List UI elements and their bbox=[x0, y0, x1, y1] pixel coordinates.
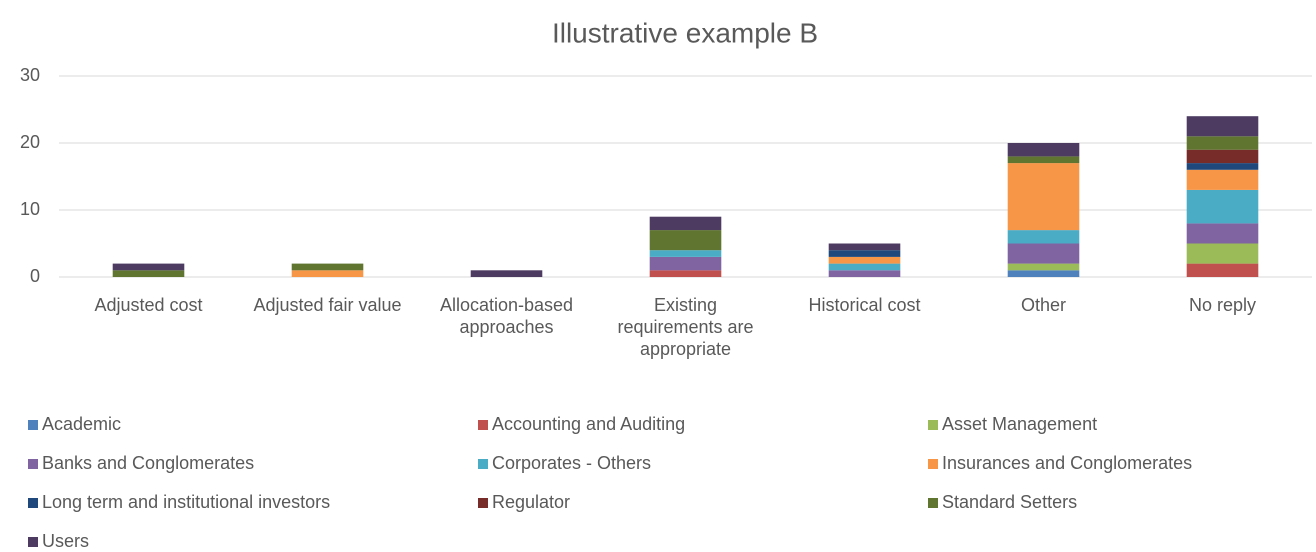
legend-label: Asset Management bbox=[942, 414, 1097, 434]
legend-label: Academic bbox=[42, 414, 121, 434]
legend-label: Users bbox=[42, 531, 89, 551]
legend-swatch bbox=[28, 459, 38, 469]
legend-swatch bbox=[28, 498, 38, 508]
bar-segment bbox=[1186, 189, 1259, 224]
bar-segment bbox=[1007, 143, 1080, 157]
bar-segment bbox=[112, 270, 185, 277]
bar-segment bbox=[291, 270, 364, 277]
legend-swatch bbox=[28, 420, 38, 430]
bar-segment bbox=[291, 263, 364, 271]
bar-segment bbox=[649, 250, 722, 257]
bar-segment bbox=[649, 256, 722, 271]
bar-segment bbox=[1186, 263, 1259, 277]
bar-segment bbox=[1007, 243, 1080, 264]
legend-label: Regulator bbox=[492, 492, 570, 512]
legend-label: Banks and Conglomerates bbox=[42, 453, 254, 473]
legend-swatch bbox=[928, 420, 938, 430]
x-tick-label: Adjusted fair value bbox=[253, 295, 401, 315]
legend-swatch bbox=[28, 537, 38, 547]
bar-segment bbox=[1186, 149, 1259, 164]
y-tick-label: 0 bbox=[30, 266, 40, 286]
x-tick-label: Other bbox=[1021, 295, 1066, 315]
bar-segment bbox=[1007, 270, 1080, 277]
legend-swatch bbox=[478, 420, 488, 430]
x-tick-label: Existing requirements are appropriate bbox=[617, 295, 753, 359]
bar-segment bbox=[1186, 136, 1259, 150]
y-tick-label: 30 bbox=[20, 65, 40, 85]
legend-label: Standard Setters bbox=[942, 492, 1077, 512]
legend-label: Corporates - Others bbox=[492, 453, 651, 473]
bar-segment bbox=[1186, 116, 1259, 137]
bar-segment bbox=[828, 256, 901, 264]
legend-swatch bbox=[478, 498, 488, 508]
legend-swatch bbox=[928, 459, 938, 469]
bar-segment bbox=[828, 263, 901, 271]
y-tick-label: 10 bbox=[20, 199, 40, 219]
bar-segment bbox=[828, 243, 901, 251]
bar-segment bbox=[1007, 263, 1080, 271]
bar-segment bbox=[649, 270, 722, 277]
bar-segment bbox=[1186, 223, 1259, 244]
x-tick-label: Allocation-based approaches bbox=[440, 295, 573, 337]
legend-swatch bbox=[478, 459, 488, 469]
bar-segment bbox=[470, 270, 543, 277]
bar-segment bbox=[828, 270, 901, 277]
bar-segment bbox=[112, 263, 185, 271]
bar-segment bbox=[1007, 163, 1080, 231]
bar-segment bbox=[1186, 243, 1259, 264]
legend-swatch bbox=[928, 498, 938, 508]
bar-segment bbox=[1007, 156, 1080, 164]
x-tick-label: No reply bbox=[1189, 295, 1256, 315]
bar-segment bbox=[1186, 163, 1259, 170]
bar-segment bbox=[1007, 230, 1080, 244]
bar-segment bbox=[649, 216, 722, 231]
bar-segment bbox=[828, 250, 901, 257]
y-tick-label: 20 bbox=[20, 132, 40, 152]
x-tick-label: Adjusted cost bbox=[94, 295, 202, 315]
x-tick-label: Historical cost bbox=[808, 295, 920, 315]
bar-segment bbox=[1186, 169, 1259, 190]
legend-label: Accounting and Auditing bbox=[492, 414, 685, 434]
chart-title: Illustrative example B bbox=[552, 17, 818, 48]
legend-label: Insurances and Conglomerates bbox=[942, 453, 1192, 473]
bar-segment bbox=[649, 230, 722, 251]
legend-label: Long term and institutional investors bbox=[42, 492, 330, 512]
